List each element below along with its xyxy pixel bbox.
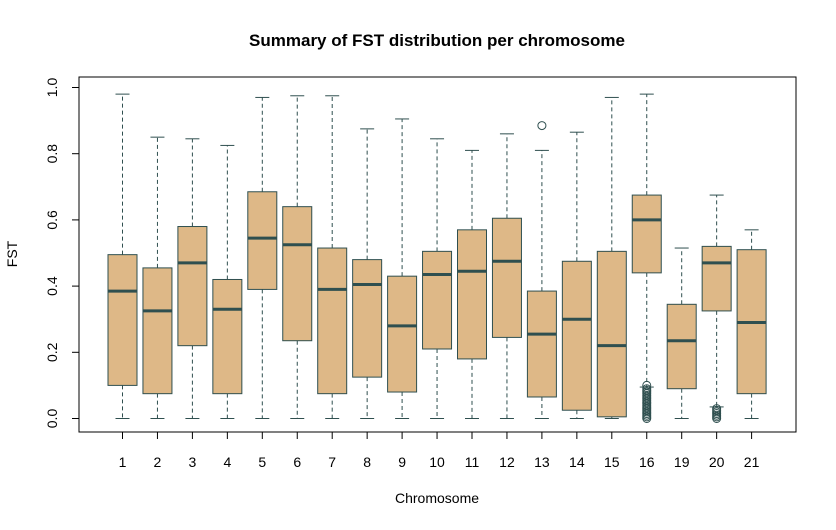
box-20 bbox=[701, 194, 732, 423]
x-tick-label: 20 bbox=[709, 454, 725, 470]
box-body bbox=[491, 217, 522, 338]
box-8 bbox=[352, 128, 383, 419]
box-body bbox=[177, 226, 208, 347]
y-tick-label: 0.0 bbox=[44, 409, 60, 429]
box-body bbox=[107, 254, 138, 386]
box-3 bbox=[177, 138, 208, 419]
box-6 bbox=[282, 95, 313, 419]
x-axis-label: Chromosome bbox=[395, 490, 479, 506]
x-tick-label: 14 bbox=[569, 454, 585, 470]
y-axis-label: FST bbox=[4, 240, 20, 267]
box-14 bbox=[561, 131, 592, 419]
chart-title: Summary of FST distribution per chromoso… bbox=[249, 31, 625, 50]
y-tick-label: 0.6 bbox=[44, 210, 60, 230]
x-tick-label: 12 bbox=[499, 454, 515, 470]
outlier-point bbox=[712, 404, 722, 414]
box-group bbox=[107, 93, 767, 423]
y-tick-label: 0.2 bbox=[44, 342, 60, 362]
box-body bbox=[142, 267, 173, 395]
x-tick-label: 4 bbox=[223, 454, 231, 470]
box-4 bbox=[212, 144, 243, 419]
x-tick-label: 9 bbox=[398, 454, 406, 470]
box-15 bbox=[596, 96, 627, 419]
box-body bbox=[701, 245, 732, 312]
outlier-point bbox=[537, 121, 547, 131]
outlier-point bbox=[642, 384, 652, 394]
x-tick-label: 13 bbox=[534, 454, 550, 470]
y-tick-label: 0.4 bbox=[44, 276, 60, 296]
box-12 bbox=[491, 133, 522, 419]
box-21 bbox=[736, 229, 767, 419]
x-axis: 1 2 3 4 5 6 7 8 9 10 11 12 13 14 15 16 19 20 21 bbox=[119, 431, 760, 470]
x-tick-label: 21 bbox=[744, 454, 760, 470]
box-body bbox=[422, 250, 453, 350]
box-11 bbox=[457, 149, 487, 419]
box-7 bbox=[317, 95, 348, 419]
box-body bbox=[596, 250, 627, 418]
box-body bbox=[352, 259, 383, 378]
x-tick-label: 1 bbox=[119, 454, 127, 470]
y-axis: 0.0 0.2 0.4 0.6 0.8 1.0 bbox=[44, 78, 80, 429]
x-tick-label: 2 bbox=[154, 454, 162, 470]
box-body bbox=[631, 194, 662, 274]
x-tick-label: 6 bbox=[293, 454, 301, 470]
x-tick-label: 3 bbox=[189, 454, 197, 470]
box-2 bbox=[142, 136, 173, 419]
x-tick-label: 10 bbox=[429, 454, 445, 470]
box-body bbox=[666, 303, 697, 390]
box-16 bbox=[631, 93, 662, 423]
box-body bbox=[387, 275, 418, 393]
outlier-point bbox=[642, 380, 652, 390]
x-tick-label: 16 bbox=[639, 454, 655, 470]
x-tick-label: 8 bbox=[363, 454, 371, 470]
y-tick-label: 0.8 bbox=[44, 144, 60, 164]
x-tick-label: 19 bbox=[674, 454, 690, 470]
box-10 bbox=[422, 138, 453, 419]
box-body bbox=[317, 247, 348, 395]
x-tick-label: 5 bbox=[258, 454, 266, 470]
x-tick-label: 7 bbox=[328, 454, 336, 470]
box-9 bbox=[387, 118, 418, 419]
box-19 bbox=[666, 247, 697, 419]
box-body bbox=[212, 278, 243, 395]
box-body bbox=[526, 290, 557, 398]
box-body bbox=[561, 260, 592, 411]
y-tick-label: 1.0 bbox=[44, 78, 60, 98]
box-body bbox=[247, 191, 278, 290]
box-1 bbox=[107, 93, 138, 419]
box-body bbox=[457, 229, 487, 360]
box-13 bbox=[526, 121, 557, 419]
x-tick-label: 15 bbox=[604, 454, 620, 470]
x-tick-label: 11 bbox=[465, 454, 480, 470]
box-5 bbox=[247, 96, 278, 419]
box-body bbox=[282, 206, 313, 342]
